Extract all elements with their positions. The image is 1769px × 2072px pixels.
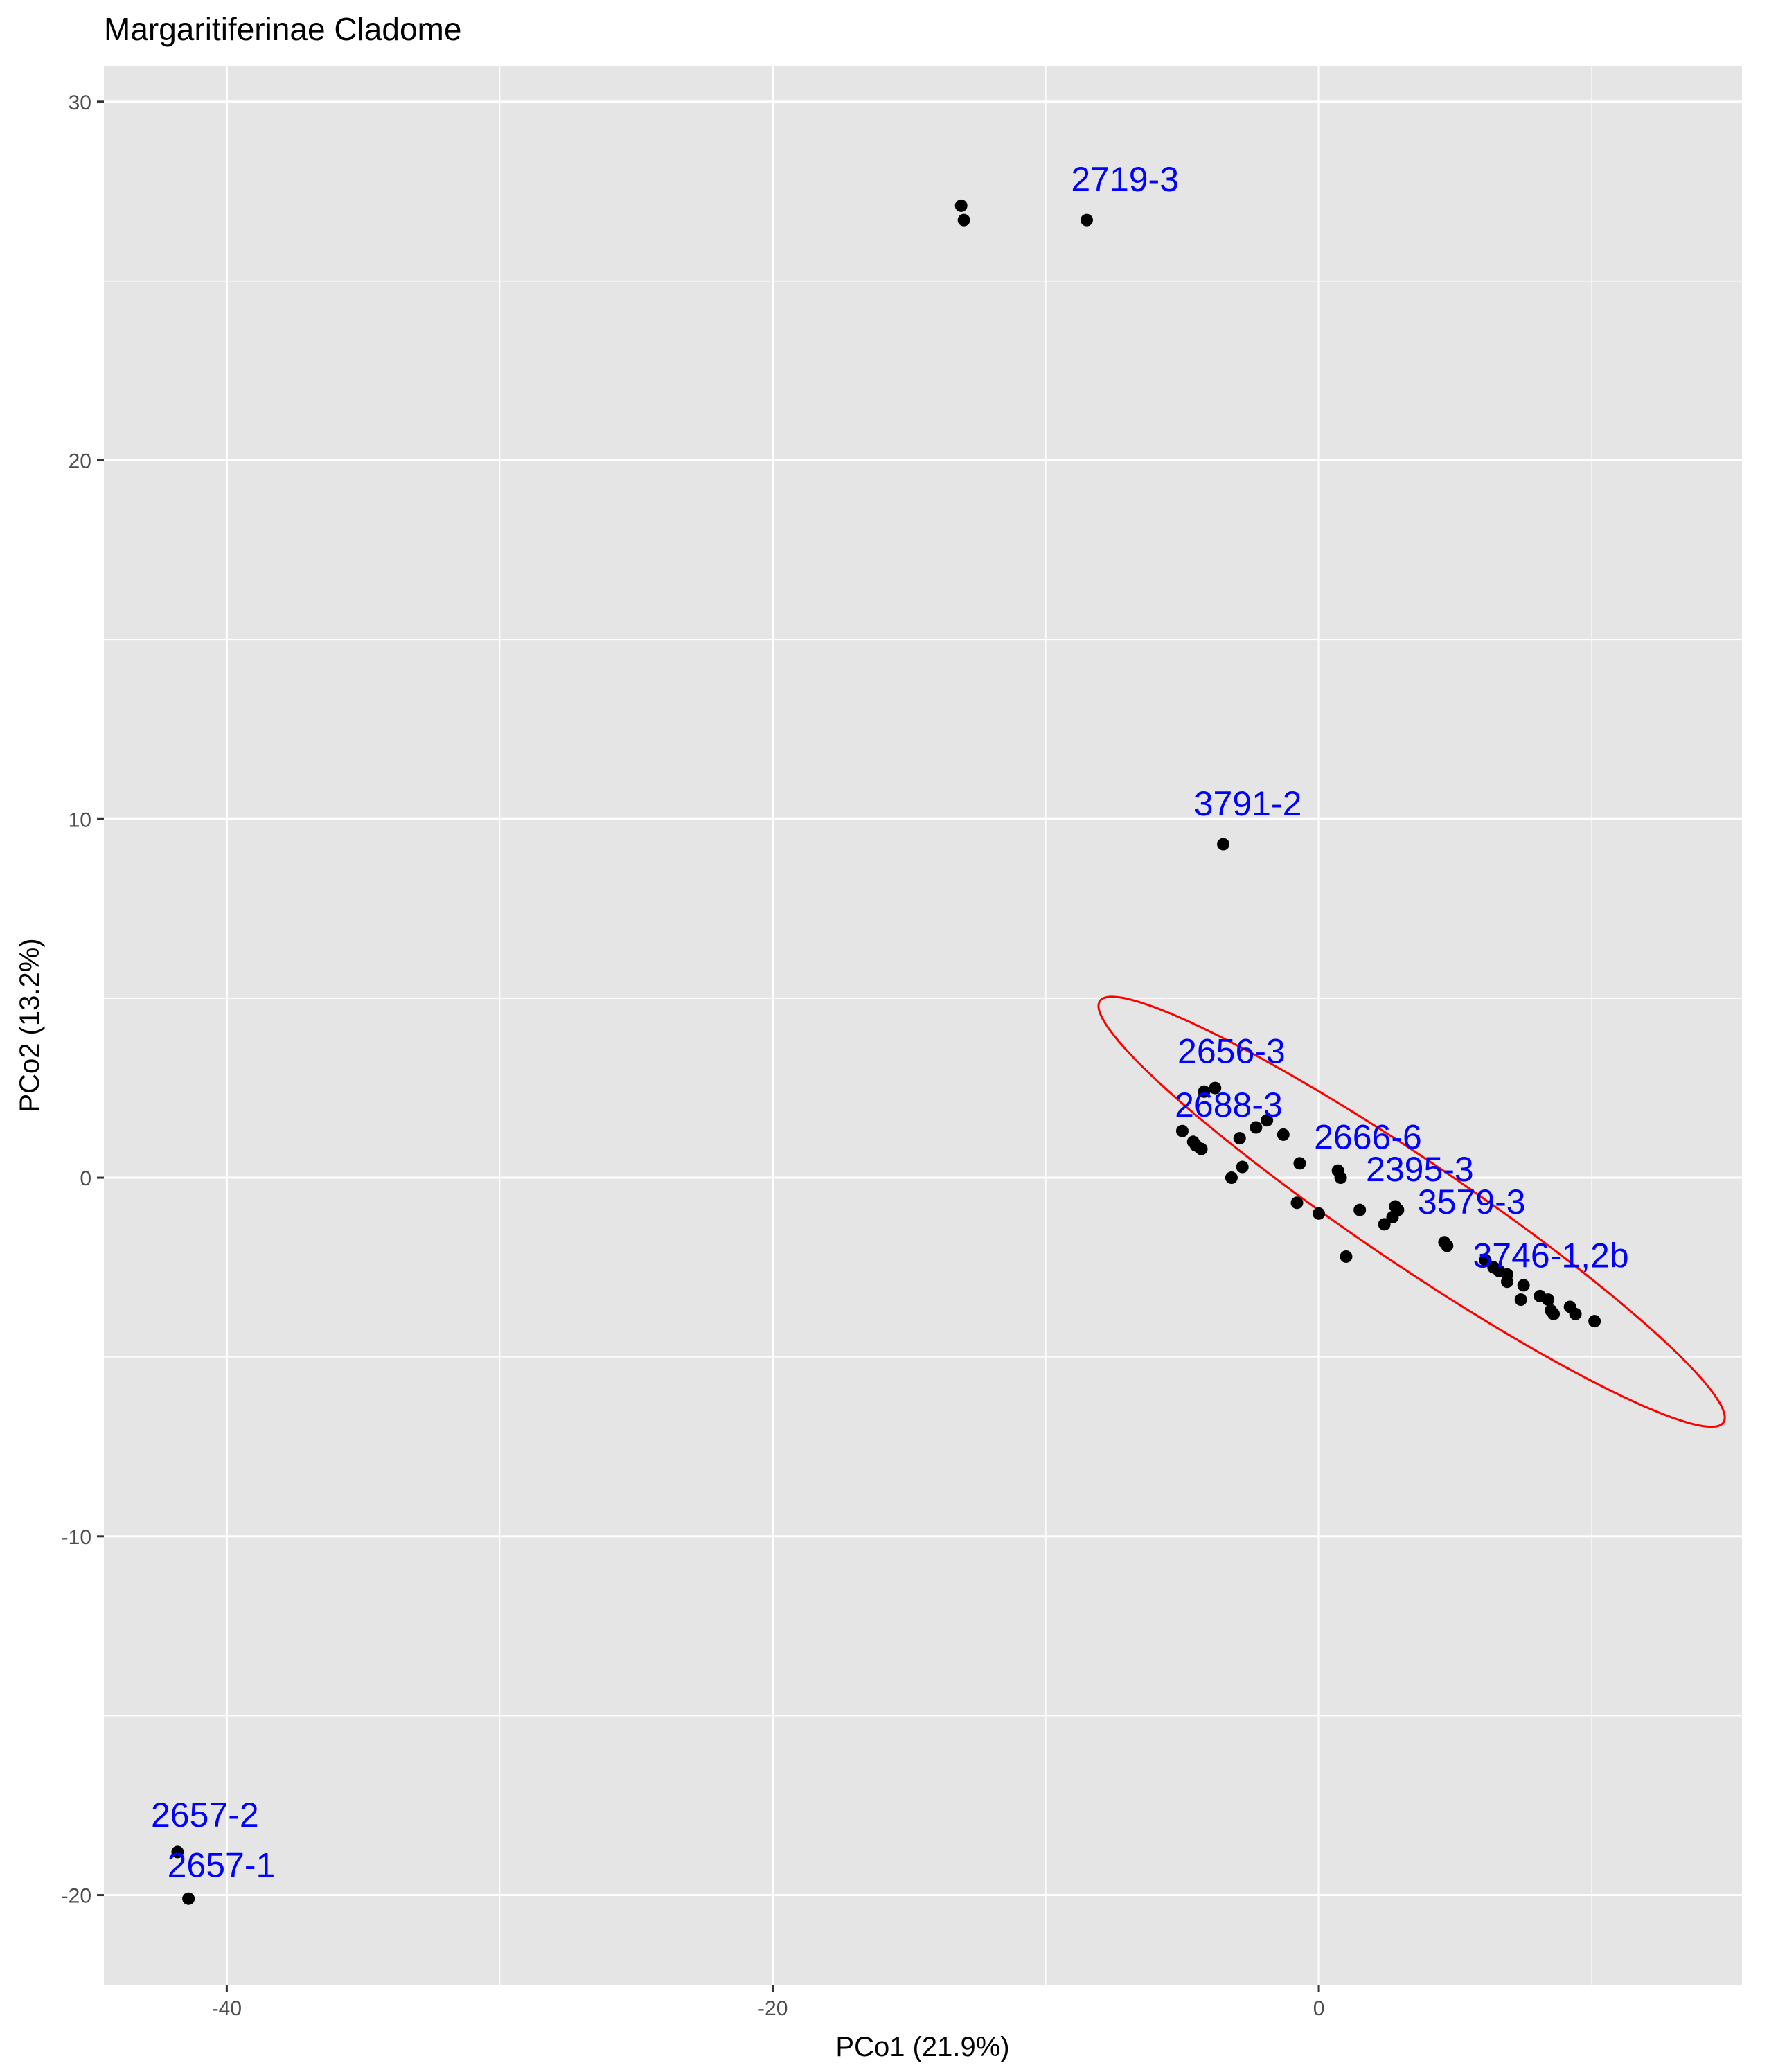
data-point — [1198, 1085, 1211, 1098]
point-label: 3791-2 — [1194, 784, 1302, 823]
data-point — [1175, 1124, 1189, 1137]
point-label: 2719-3 — [1071, 160, 1179, 199]
data-point — [1588, 1315, 1601, 1328]
confidence-ellipse — [1097, 995, 1726, 1428]
data-point — [1209, 1081, 1222, 1095]
point-labels: 2719-3 3791-2 2656-3 2688-3 2666-62395-33579… — [151, 160, 1629, 1884]
plot-panel — [104, 66, 1742, 1985]
data-point — [1313, 1207, 1326, 1220]
data-point — [1547, 1307, 1561, 1320]
data-point — [1293, 1157, 1306, 1170]
point-label: 2395-3 — [1366, 1150, 1474, 1189]
y-tick-label: 30 — [69, 91, 91, 114]
data-point — [1250, 1121, 1263, 1134]
data-point — [1261, 1114, 1274, 1127]
data-point — [171, 1845, 184, 1859]
data-point — [1386, 1211, 1399, 1223]
data-point — [1441, 1239, 1454, 1252]
grid-lines — [104, 66, 1742, 1985]
data-point — [1569, 1307, 1582, 1320]
data-point — [1217, 838, 1230, 851]
y-tick-label: -20 — [62, 1885, 91, 1908]
data-point — [1501, 1275, 1514, 1289]
data-point — [1517, 1279, 1530, 1292]
data-point — [1195, 1142, 1208, 1155]
data-point — [957, 213, 970, 227]
data-point — [1353, 1203, 1367, 1216]
y-axis-title: PCo2 (13.2%) — [15, 938, 45, 1112]
x-tick-label: -20 — [758, 1997, 788, 2020]
data-point — [1277, 1128, 1290, 1141]
point-label: 2688-3 — [1175, 1086, 1283, 1124]
x-axis-title: PCo1 (21.9%) — [835, 2032, 1009, 2062]
data-point — [182, 1892, 195, 1905]
data-points — [171, 199, 1601, 1905]
point-label: 3579-3 — [1418, 1183, 1526, 1221]
data-point — [1479, 1254, 1492, 1267]
y-tick-label: 20 — [69, 450, 91, 473]
data-point — [1236, 1160, 1249, 1174]
point-label: 2656-3 — [1177, 1031, 1286, 1070]
point-label: 2657-2 — [151, 1796, 259, 1834]
y-tick-label: -10 — [62, 1526, 91, 1549]
point-label: 2666-6 — [1314, 1118, 1422, 1157]
data-point — [1542, 1293, 1555, 1307]
confidence-ellipse-layer — [1097, 995, 1726, 1428]
data-point — [1233, 1132, 1246, 1145]
data-point — [1340, 1250, 1353, 1263]
y-tick-label: 0 — [80, 1167, 91, 1190]
data-point — [1290, 1196, 1304, 1210]
x-tick-label: 0 — [1313, 1997, 1325, 2020]
data-point — [954, 199, 968, 212]
point-label: 2657-1 — [168, 1846, 276, 1885]
data-point — [1378, 1218, 1391, 1231]
data-point — [1225, 1171, 1238, 1185]
data-point — [1514, 1293, 1527, 1307]
axis-ticks: -40 -20 0 -20 -10 0 10 20 30 — [62, 91, 1325, 2020]
x-tick-label: -40 — [212, 1997, 242, 2020]
y-tick-label: 10 — [69, 808, 91, 831]
chart-title: Margaritiferinae Cladome — [104, 11, 461, 47]
data-point — [1334, 1171, 1347, 1185]
point-label: 3746-1,2b — [1473, 1236, 1628, 1275]
data-point — [1081, 213, 1093, 227]
